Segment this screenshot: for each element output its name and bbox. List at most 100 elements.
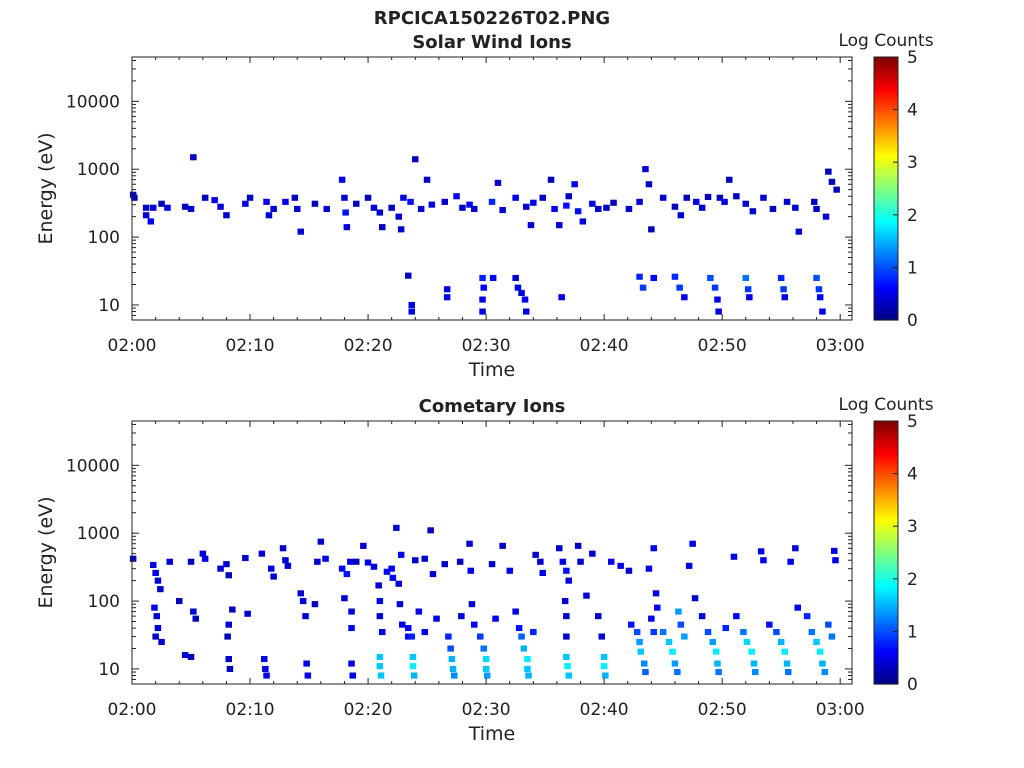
data-cell [397, 226, 405, 233]
colorbar-label-solar-wind: Log Counts [838, 31, 934, 51]
spectrogram-panel: 02:00 02:10 02:20 02:30 02:40 02:50 03:0010100… [35, 412, 918, 745]
data-cell [299, 598, 307, 605]
data-cell [415, 608, 423, 615]
data-cell [364, 559, 372, 566]
data-cell [674, 669, 681, 676]
colorbar-segment [874, 649, 898, 654]
colorbar-segment [874, 426, 898, 430]
data-cell [787, 558, 794, 565]
colorbar-segment [874, 167, 898, 171]
data-cell [589, 550, 596, 557]
data-cell [348, 625, 355, 632]
data-cell [445, 633, 452, 640]
data-cell [819, 660, 826, 667]
data-cell [492, 615, 499, 622]
data-cell [808, 629, 816, 636]
colorbar-segment [874, 499, 898, 504]
data-cell [669, 648, 676, 655]
colorbar-segment [874, 222, 898, 226]
colorbar-segment [874, 254, 898, 258]
colorbar-segment [874, 96, 898, 100]
colorbar-segment [874, 428, 898, 433]
colorbar-segment [874, 676, 898, 680]
data-cell [571, 181, 578, 188]
data-cell [683, 194, 690, 201]
data-cell [211, 197, 218, 204]
data-cell [681, 294, 688, 301]
x-tick-label: 02:10 [226, 336, 275, 356]
data-cell [794, 604, 801, 611]
data-cell [447, 645, 454, 652]
data-cell [563, 633, 570, 640]
data-cell [443, 286, 451, 293]
data-cell [642, 166, 649, 173]
data-cell [785, 669, 792, 676]
data-cell [427, 527, 434, 534]
data-cell [409, 663, 417, 670]
data-cell [524, 656, 531, 663]
colorbar-segment [874, 573, 898, 577]
colorbar-segment [874, 523, 898, 527]
colorbar-segment [874, 122, 898, 126]
data-cell [364, 194, 372, 201]
data-cell [652, 590, 660, 597]
data-cell [574, 208, 582, 215]
data-cell [370, 204, 378, 211]
data-cell [303, 660, 310, 667]
data-cell [294, 205, 301, 212]
data-cell [628, 621, 635, 628]
data-cell [376, 663, 384, 670]
data-cell [825, 168, 832, 175]
data-cell [242, 200, 249, 207]
axes-frame [131, 420, 853, 685]
colorbar-segment [874, 476, 898, 480]
data-cell [750, 660, 758, 667]
colorbar-segment [874, 460, 898, 464]
colorbar-segment [874, 185, 898, 190]
colorbar-segment [874, 421, 898, 425]
data-cell [689, 540, 696, 547]
data-cell [479, 296, 486, 303]
colorbar-segment [874, 589, 898, 593]
colorbar-segment [874, 484, 898, 488]
colorbar-segment [874, 507, 898, 512]
spectrogram-panel: 02:00 02:10 02:20 02:30 02:40 02:50 03:0010100… [35, 48, 918, 381]
colorbar-segment [874, 59, 898, 63]
x-tick-label: 02:40 [580, 336, 629, 356]
data-cell [479, 308, 486, 315]
colorbar-label-cometary: Log Counts [838, 395, 934, 415]
data-cell [766, 621, 773, 628]
data-cell [499, 207, 506, 214]
data-cell [714, 660, 721, 667]
data-cell [563, 653, 570, 660]
colorbar-segment [874, 615, 898, 619]
y-tick-label: 10 [98, 660, 120, 680]
colorbar-segment [874, 599, 898, 604]
data-cell [760, 557, 767, 564]
colorbar-segment [874, 644, 898, 648]
data-cell [421, 555, 428, 562]
colorbar-segment [874, 505, 898, 509]
data-cell [563, 613, 570, 620]
colorbar-segment [874, 660, 898, 664]
data-cell [698, 204, 706, 211]
x-tick-label: 03:00 [816, 700, 865, 720]
data-cell [520, 645, 528, 652]
colorbar-segment [874, 301, 898, 305]
colorbar-segment [874, 267, 898, 271]
data-cell [468, 601, 476, 608]
colorbar-segment [874, 481, 898, 485]
colorbar-segment [874, 285, 898, 290]
colorbar-segment [874, 85, 898, 90]
colorbar-segment [874, 225, 898, 229]
data-cell [721, 198, 728, 205]
data-cell [633, 629, 641, 636]
colorbar-segment [874, 204, 898, 208]
data-cell [360, 542, 367, 549]
data-cell [379, 629, 386, 636]
data-cell [242, 555, 249, 562]
data-cell [559, 558, 567, 565]
colorbar-segment [874, 246, 898, 250]
data-cell [537, 558, 544, 565]
data-cell [564, 663, 571, 670]
